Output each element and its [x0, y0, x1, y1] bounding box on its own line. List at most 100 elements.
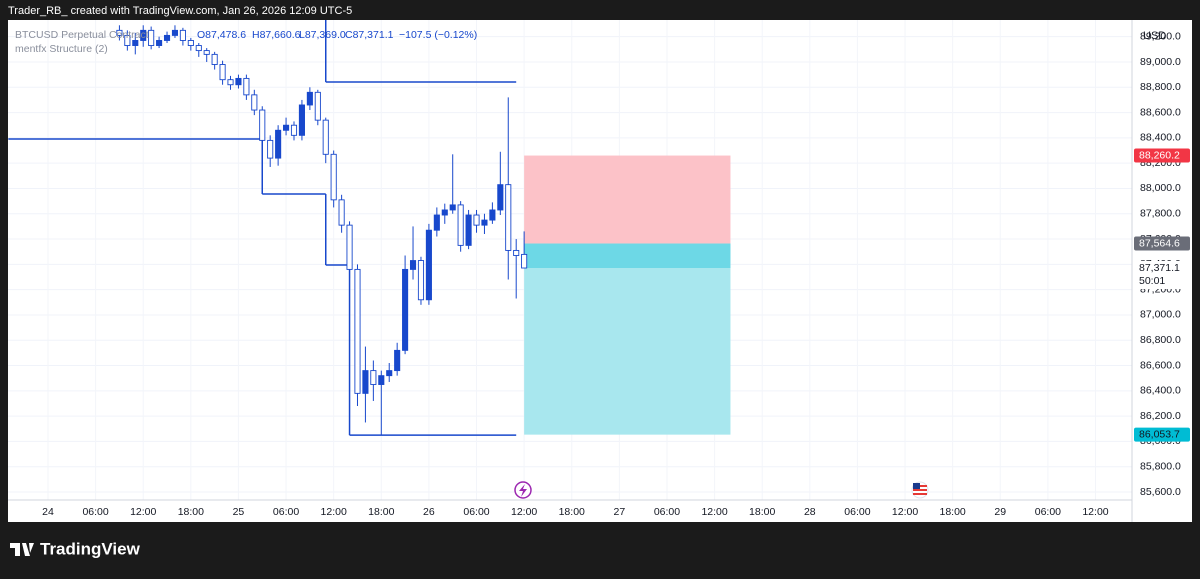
target-price-tag: 86,053.7	[1139, 428, 1180, 440]
candle-body	[378, 375, 385, 385]
legend: BTCUSD Perpetual Contract O87,478.6 H87,…	[15, 29, 477, 55]
target-price-tag-bg	[1134, 427, 1190, 442]
x-tick-label: 12:00	[701, 506, 727, 518]
brand: TradingView	[40, 539, 141, 558]
candle-body	[449, 204, 456, 211]
candle-body	[513, 249, 520, 256]
candle-body	[402, 268, 409, 351]
x-tick-label: 06:00	[1035, 506, 1061, 518]
candle-body	[298, 104, 305, 136]
x-tick-label: 29	[994, 506, 1006, 518]
candle-body	[481, 219, 488, 226]
x-tick-label: 06:00	[273, 506, 299, 518]
x-tick-label: 18:00	[368, 506, 394, 518]
currency: USD	[1143, 30, 1166, 42]
indicator-name: mentfx Structure (2)	[15, 43, 108, 55]
last-price-tag: 87,371.1	[1139, 262, 1180, 274]
y-tick-label: 88,800.0	[1140, 81, 1181, 93]
caption: Trader_RB_ created with TradingView.com,…	[8, 5, 352, 17]
candle-body	[457, 204, 464, 246]
entry-price-tag-bg	[1134, 236, 1190, 251]
y-tick-label: 85,600.0	[1140, 486, 1181, 498]
last-price-tag-countdown: 50:01	[1139, 275, 1165, 287]
candle-body	[505, 184, 512, 251]
candle-body	[441, 209, 448, 216]
candle-body	[219, 64, 226, 81]
stop-zone	[524, 155, 731, 244]
x-tick-label: 06:00	[844, 506, 870, 518]
x-tick-label: 26	[423, 506, 435, 518]
symbol: BTCUSD Perpetual Contract	[15, 29, 149, 41]
ohlc-low: L87,369.0	[299, 29, 346, 41]
flag-icon	[911, 481, 929, 499]
plot-area	[8, 20, 731, 436]
candle-body	[275, 129, 282, 159]
entry-price-tag: 87,564.6	[1139, 237, 1180, 249]
y-tick-label: 86,600.0	[1140, 359, 1181, 371]
stop-price-tag: 88,260.2	[1139, 149, 1180, 161]
candle-body	[259, 109, 266, 141]
candle-body	[306, 91, 313, 106]
candle-body	[346, 224, 353, 270]
y-tick-label: 88,600.0	[1140, 106, 1181, 118]
candle-body	[251, 94, 258, 111]
candle-body	[314, 91, 321, 121]
y-tick-label: 85,800.0	[1140, 461, 1181, 473]
target-zone	[524, 243, 731, 435]
candle-body	[417, 260, 425, 301]
x-tick-label: 12:00	[321, 506, 347, 518]
candle-body	[409, 260, 417, 270]
y-tick-label: 87,000.0	[1140, 309, 1181, 321]
candle-body	[235, 77, 242, 86]
x-tick-label: 06:00	[654, 506, 680, 518]
candle-body	[290, 124, 298, 136]
x-tick-label: 12:00	[1082, 506, 1108, 518]
candle-body	[195, 45, 202, 52]
candle-body	[187, 40, 194, 46]
y-tick-label: 86,400.0	[1140, 385, 1181, 397]
y-tick-label: 86,800.0	[1140, 334, 1181, 346]
candle-body	[370, 370, 377, 385]
candle-body	[243, 77, 250, 96]
candle-body	[489, 209, 496, 221]
x-tick-label: 18:00	[178, 506, 204, 518]
ohlc-high: H87,660.6	[252, 29, 301, 41]
ohlc-close: C87,371.1	[345, 29, 394, 41]
x-tick-label: 06:00	[82, 506, 108, 518]
y-tick-label: 89,200.0	[1140, 30, 1181, 42]
x-tick-label: 27	[614, 506, 626, 518]
last-price-tag-bg	[1134, 261, 1190, 290]
candle-body	[497, 184, 504, 211]
event-icon	[514, 481, 532, 499]
candle-body	[171, 29, 179, 36]
candle-body	[179, 29, 186, 41]
x-tick-label: 12:00	[892, 506, 918, 518]
candle-body	[156, 40, 163, 46]
x-tick-label: 28	[804, 506, 816, 518]
candle-body	[330, 153, 337, 201]
candle-body	[473, 214, 480, 226]
candle-body	[267, 139, 274, 159]
candle-body	[354, 268, 361, 394]
brand-logo	[10, 543, 34, 556]
x-tick-label: 24	[42, 506, 54, 518]
candle-body	[124, 34, 131, 46]
candle-body	[132, 40, 139, 46]
candle-body	[203, 50, 210, 55]
x-tick-label: 18:00	[749, 506, 775, 518]
candle-body	[425, 229, 432, 301]
open-pnl-zone	[524, 243, 731, 269]
candle-body	[465, 214, 472, 246]
x-tick-label: 06:00	[463, 506, 489, 518]
x-tick-label: 18:00	[559, 506, 585, 518]
candle-body	[140, 29, 147, 41]
candle-body	[338, 199, 345, 226]
stop-price-tag-bg	[1134, 148, 1190, 163]
x-tick-label: 12:00	[511, 506, 537, 518]
candle-body	[116, 29, 123, 36]
candle-body	[211, 53, 218, 65]
x-tick-label: 18:00	[940, 506, 966, 518]
candle-body	[386, 370, 393, 377]
